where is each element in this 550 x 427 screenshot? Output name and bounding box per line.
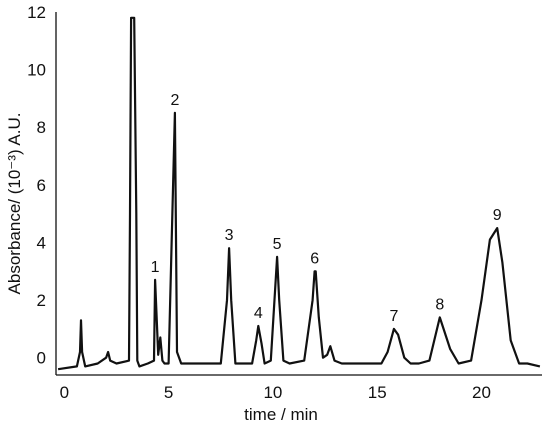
y-tick-label: 8: [37, 118, 46, 137]
peak-label: 4: [254, 305, 263, 322]
chromatogram-trace: [57, 16, 541, 371]
peak-labels: 1 2 3 4 5 6 7 8 9: [151, 92, 502, 325]
peak-label: 2: [170, 92, 179, 109]
x-tick-label: 15: [368, 383, 387, 402]
x-axis-label: time / min: [244, 405, 318, 424]
y-tick-label: 2: [37, 291, 46, 310]
y-tick-label: 6: [37, 176, 46, 195]
x-tick-label: 20: [472, 383, 491, 402]
x-tick-label: 5: [164, 383, 173, 402]
y-ticks: 0 2 4 6 8 10 12: [27, 3, 46, 368]
x-tick-label: 10: [263, 383, 282, 402]
y-tick-label: 12: [27, 3, 46, 22]
peak-label: 8: [435, 296, 444, 313]
x-ticks: 0 5 10 15 20: [60, 383, 491, 402]
y-tick-label: 0: [37, 349, 46, 368]
axes: [55, 12, 542, 376]
y-tick-label: 4: [37, 233, 46, 252]
peak-label: 7: [389, 308, 398, 325]
peak-label: 3: [225, 227, 234, 244]
peak-label: 5: [273, 236, 282, 253]
peak-label: 6: [310, 250, 319, 267]
y-tick-label: 10: [27, 61, 46, 80]
y-axis-label: Absorbance/ (10⁻³) A.U.: [5, 113, 24, 295]
peak-label: 1: [151, 259, 160, 276]
peak-label: 9: [493, 207, 502, 224]
x-tick-label: 0: [60, 383, 69, 402]
